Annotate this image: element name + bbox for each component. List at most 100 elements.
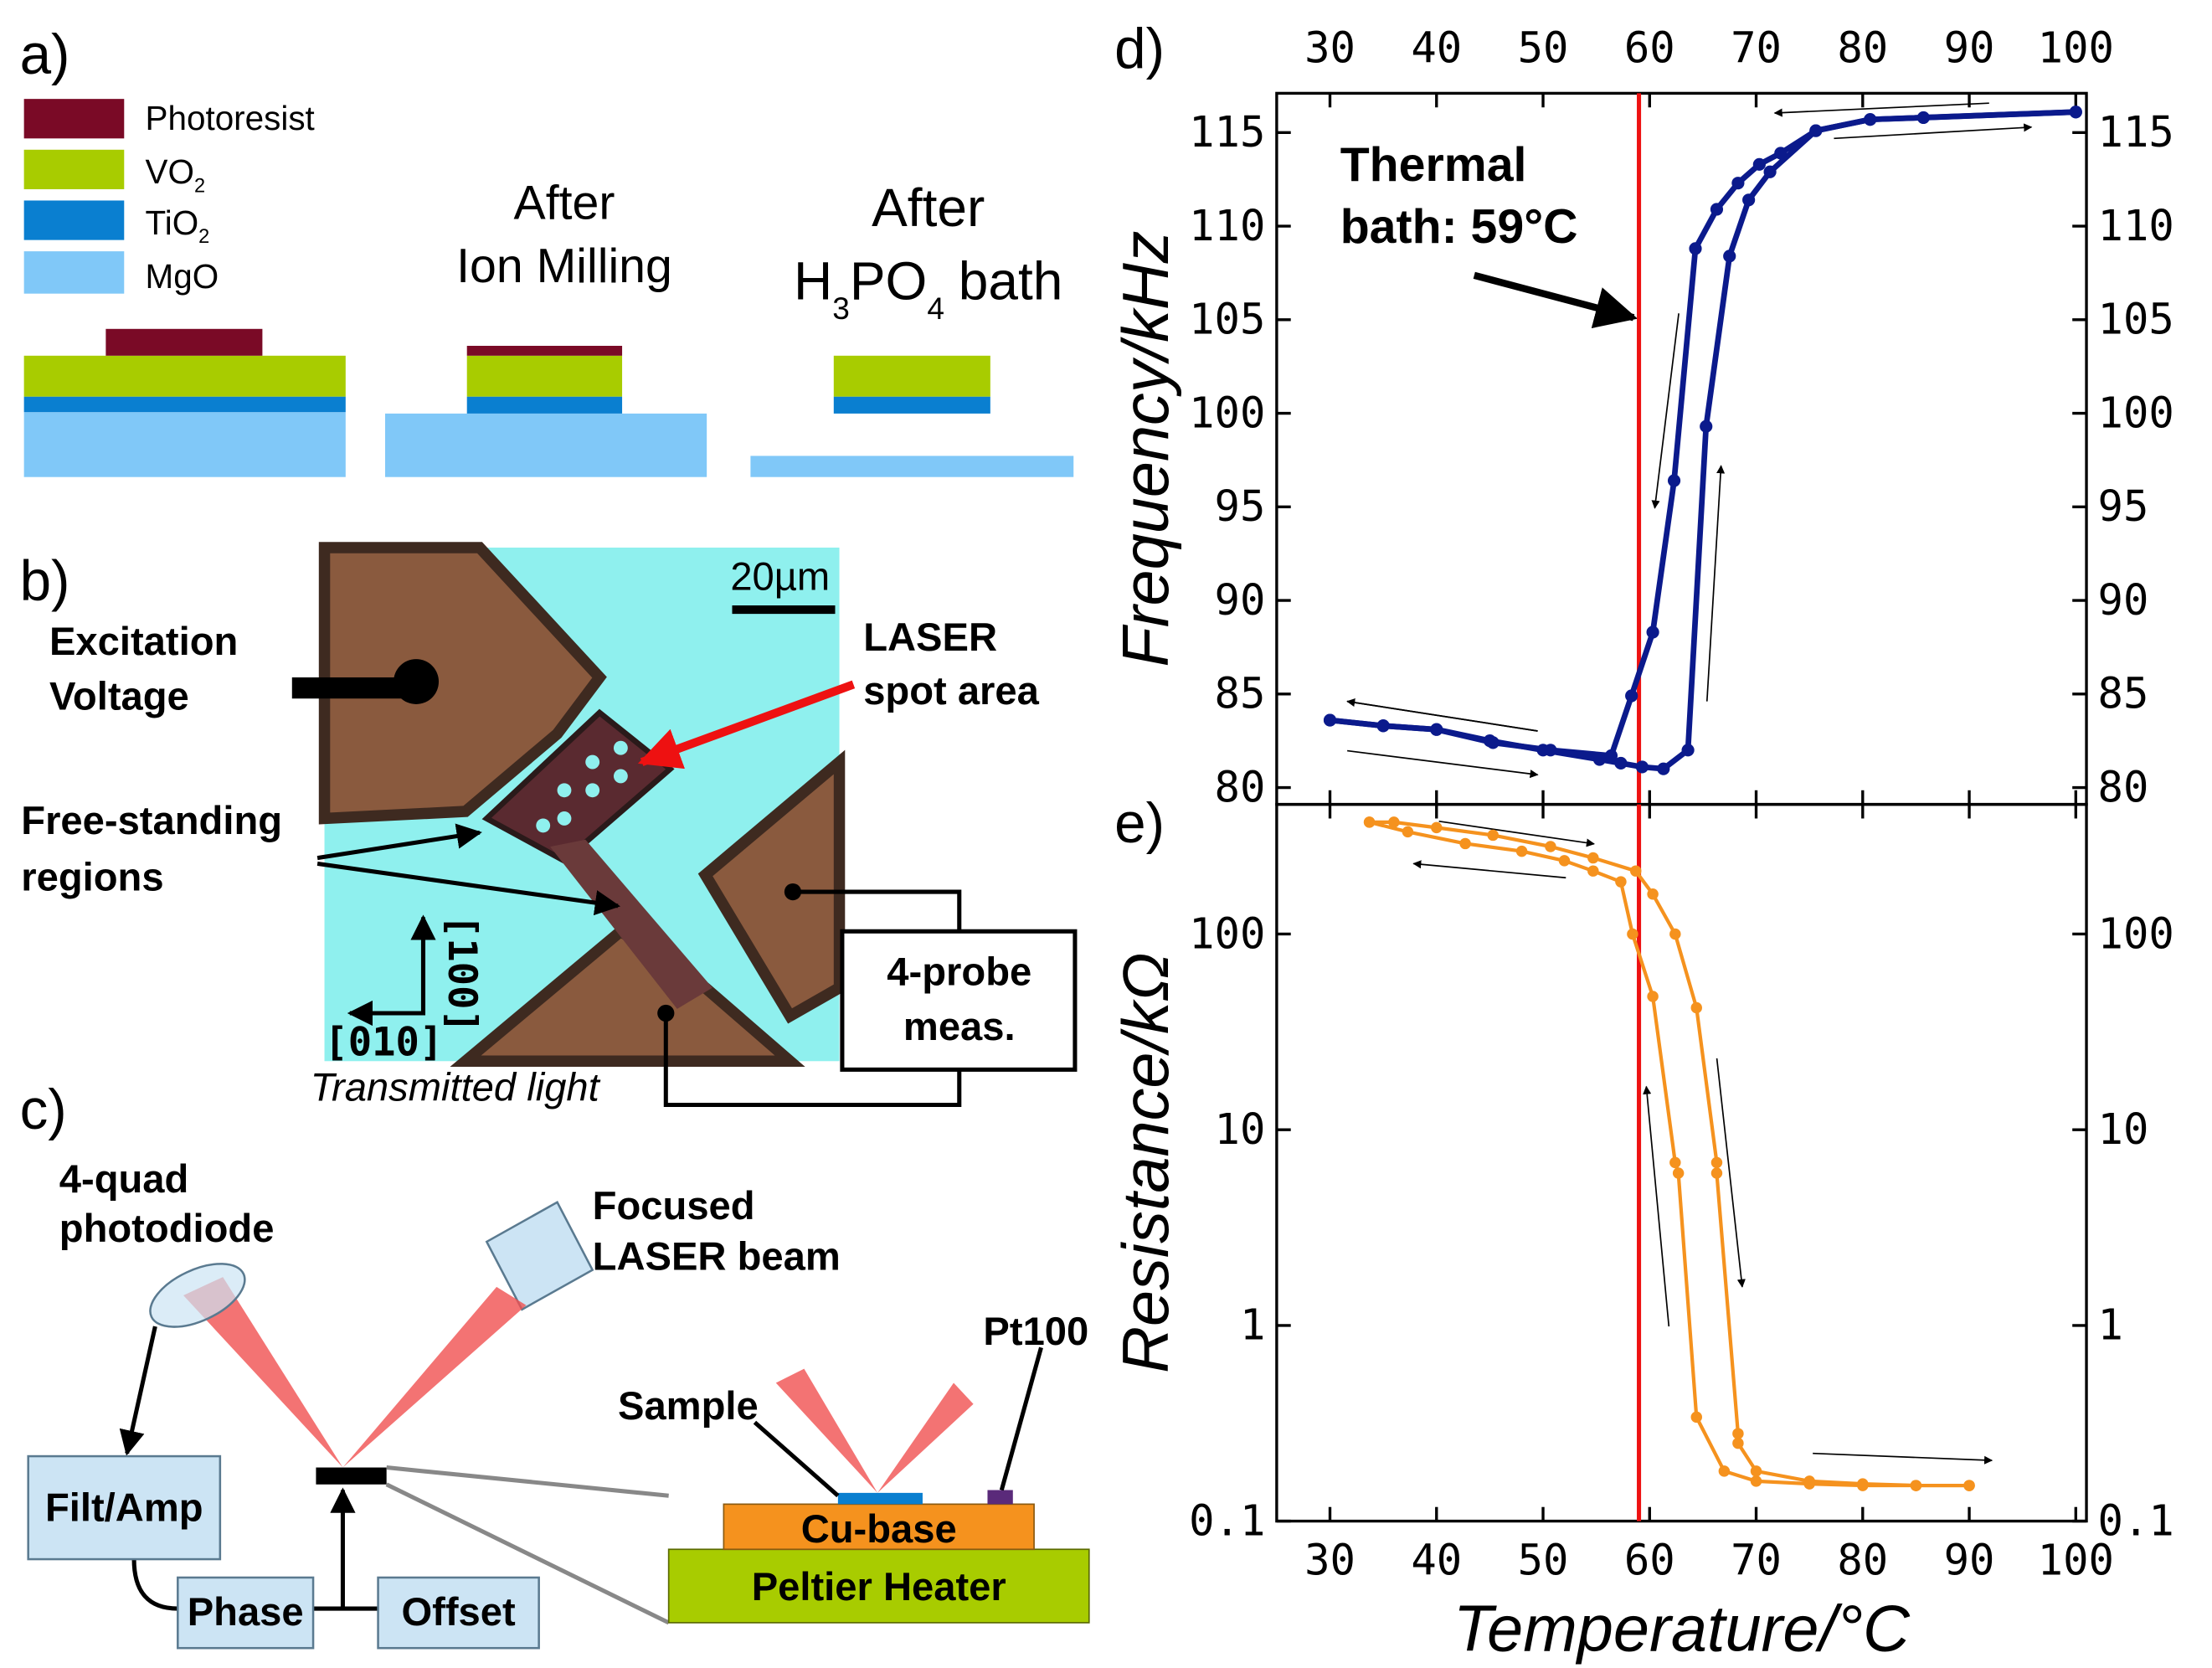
series-line (1369, 820, 1970, 1488)
step-label: After (514, 176, 615, 229)
data-point (1587, 852, 1599, 864)
data-point (1402, 826, 1414, 838)
data-point (1487, 829, 1499, 842)
direction-arrow (1346, 698, 1538, 732)
label: regions (21, 854, 163, 898)
direction-arrow (1347, 749, 1539, 779)
data-point (1710, 203, 1724, 216)
electrode (318, 542, 607, 825)
arrow (316, 861, 621, 916)
data-point (1388, 816, 1400, 828)
direction-label: [010] (324, 1020, 443, 1066)
y-tick-label: 115 (2098, 107, 2174, 157)
data-point (1647, 888, 1659, 900)
data-point (1857, 1478, 1869, 1490)
data-point (1657, 762, 1670, 775)
hole (613, 769, 628, 784)
annotation: Thermal (1340, 138, 1527, 192)
data-point (1710, 1167, 1723, 1179)
data-point (1803, 1475, 1815, 1487)
label: Peltier Heater (752, 1564, 1006, 1609)
x-tick-label: 30 (1304, 23, 1355, 72)
photodiode (149, 1263, 246, 1328)
direction-label: [100] (439, 914, 485, 1033)
label: Voltage (49, 674, 189, 718)
y-tick-label: 110 (1189, 201, 1265, 250)
beam (342, 1286, 527, 1468)
data-point (1459, 837, 1471, 850)
layer (466, 355, 623, 397)
box (177, 1576, 315, 1650)
layer (833, 355, 990, 397)
data-point (1614, 756, 1628, 770)
wire (792, 889, 962, 932)
label: Filt/Amp (45, 1485, 203, 1530)
subscript: 4 (927, 291, 944, 326)
data-point (1544, 744, 1557, 757)
arrow (316, 823, 482, 861)
direction-arrow (1813, 1452, 1993, 1465)
electrode (697, 749, 846, 1024)
data-point (1750, 1475, 1762, 1487)
layer (23, 396, 346, 413)
y-tick-label: 1 (1240, 1300, 1265, 1350)
sample (316, 1467, 387, 1485)
direction-arrow (1834, 123, 2033, 140)
x-tick-label: 50 (1518, 1536, 1569, 1585)
y-tick-label: 85 (1215, 669, 1266, 718)
layer (750, 456, 1074, 477)
data-point (1515, 845, 1528, 857)
panel-a: a) Photoresist VO2 TiO2 MgO After Ion Mi… (20, 23, 1074, 477)
direction-arrow (1412, 860, 1566, 879)
y-tick-label: 100 (1189, 909, 1265, 958)
layer (466, 346, 623, 356)
data-point (1763, 165, 1777, 178)
label: Phase (188, 1589, 304, 1634)
subscript: 2 (194, 174, 205, 196)
legend-swatch (23, 149, 125, 189)
y-tick-label: 100 (2098, 909, 2174, 958)
x-tick-label: 80 (1837, 1536, 1888, 1585)
data-point (1910, 1480, 1922, 1491)
zoom-line (385, 1482, 670, 1625)
hole (585, 783, 600, 798)
data-point (1667, 474, 1681, 487)
direction-arrow (1716, 1058, 1746, 1288)
zoom-line (386, 1465, 669, 1498)
layer (833, 396, 990, 414)
direction-arrow (1643, 1085, 1670, 1327)
x-tick-label: 40 (1411, 1536, 1462, 1585)
box (27, 1454, 222, 1561)
label: photodiode (59, 1206, 275, 1250)
data-point (1732, 1428, 1744, 1439)
y-tick-label: 110 (2098, 201, 2174, 250)
label: Pt100 (983, 1309, 1088, 1353)
data-point (1742, 193, 1756, 207)
direction-arrow (1705, 465, 1726, 702)
step-label: Ion Milling (456, 239, 672, 293)
x-tick-label: 70 (1731, 1536, 1782, 1585)
heater (667, 1548, 1090, 1624)
panel-label: d) (1114, 18, 1165, 80)
layer (23, 355, 346, 397)
wire (663, 1012, 962, 1108)
data-point (1431, 821, 1443, 834)
label: Focused (593, 1183, 755, 1228)
arrow (637, 680, 856, 770)
y-tick-label: 1 (2098, 1300, 2123, 1350)
data-point (1615, 876, 1627, 888)
data-point (1669, 928, 1681, 940)
panel-label: b) (20, 549, 70, 612)
y-tick-label: 105 (1189, 295, 1265, 344)
contact (394, 659, 440, 704)
legend-text: TiO2 (146, 203, 210, 247)
y-tick-label: 80 (1215, 762, 1266, 811)
scale-label: 20µm (730, 554, 830, 599)
data-point (1689, 242, 1702, 255)
y-tick-label: 85 (2098, 669, 2149, 718)
data-point (1750, 1465, 1762, 1477)
label: meas. (903, 1004, 1016, 1048)
data-point (1732, 1437, 1744, 1449)
